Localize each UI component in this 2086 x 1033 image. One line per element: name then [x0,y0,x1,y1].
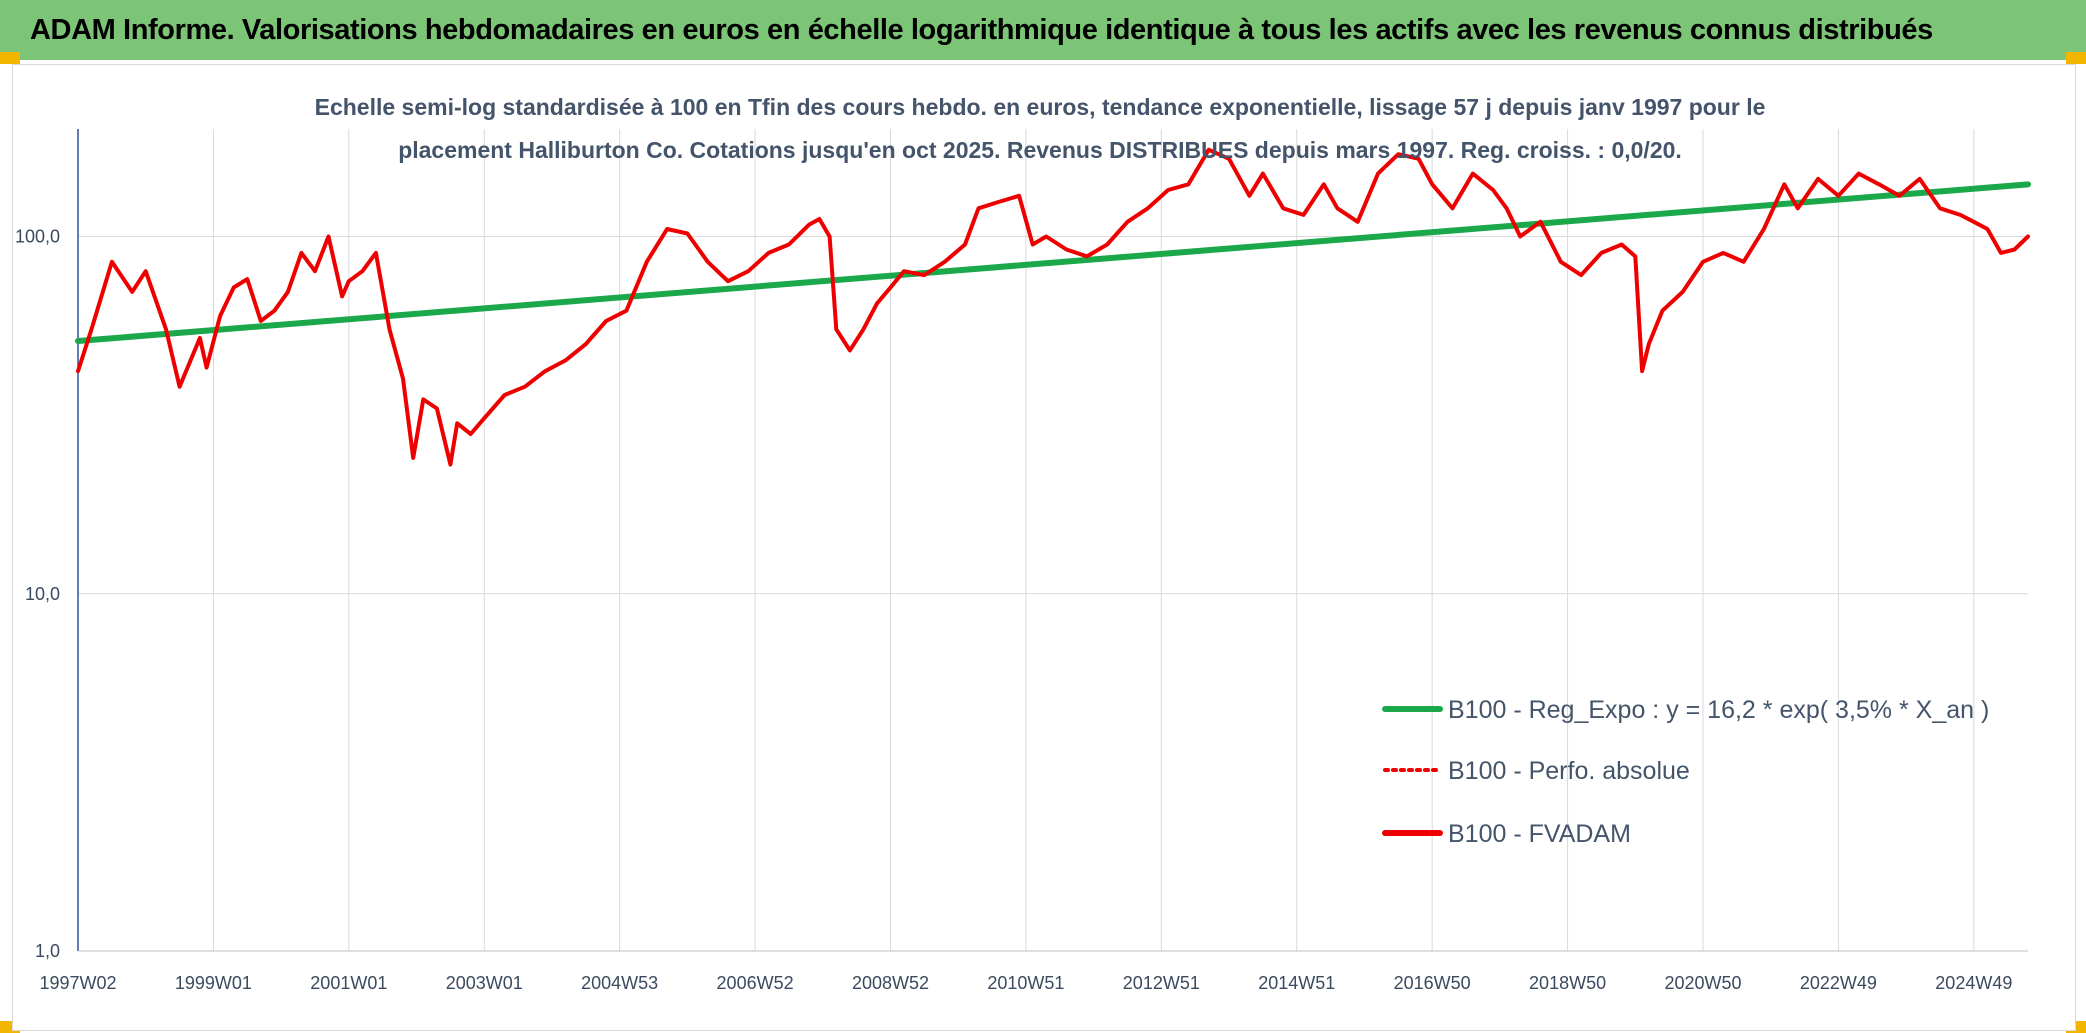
x-tick-label: 2020W50 [1664,973,1741,993]
header-bar [0,0,2086,60]
x-tick-label: 2001W01 [310,973,387,993]
chart-frame [12,64,2076,1031]
x-tick-label: 2008W52 [852,973,929,993]
x-tick-label: 2010W51 [987,973,1064,993]
y-tick-label: 100,0 [15,227,60,247]
x-tick-label: 2003W01 [446,973,523,993]
legend: B100 - Reg_Expo : y = 16,2 * exp( 3,5% *… [1382,696,1989,848]
y-tick-label: 1,0 [35,941,60,961]
x-tick-label: 2024W49 [1935,973,2012,993]
corner-marker [2066,52,2086,64]
report-title: ADAM Informe. Valorisations hebdomadaire… [30,14,1933,46]
x-tick-label: 2018W50 [1529,973,1606,993]
gridlines [77,129,2028,952]
y-tick-labels: 1,0 10,0 100,0 [15,227,60,961]
series-layer [75,147,2031,467]
x-tick-labels: 1997W02 1999W01 2001W01 2003W01 2004W53 2006W… [39,973,2012,993]
legend-label-fvadam: B100 - FVADAM [1448,820,1631,848]
x-tick-label: 2006W52 [717,973,794,993]
chart-title-line-1: Echelle semi-log standardisée à 100 en T… [315,94,1766,120]
x-tick-label: 2022W49 [1800,973,1877,993]
legend-label-perfo: B100 - Perfo. absolue [1448,757,1690,785]
x-tick-label: 1999W01 [175,973,252,993]
y-tick-label: 10,0 [25,584,60,604]
x-tick-label: 2012W51 [1123,973,1200,993]
legend-label-regression: B100 - Reg_Expo : y = 16,2 * exp( 3,5% *… [1448,696,1989,724]
x-tick-label: 1997W02 [39,973,116,993]
x-tick-label: 2014W51 [1258,973,1335,993]
chart-title-line-2: placement Halliburton Co. Cotations jusq… [398,137,1682,163]
corner-marker [0,52,20,64]
x-tick-label: 2004W53 [581,973,658,993]
regression-line [75,181,2031,345]
x-tick-label: 2016W50 [1394,973,1471,993]
fvadam-line [76,147,2030,467]
